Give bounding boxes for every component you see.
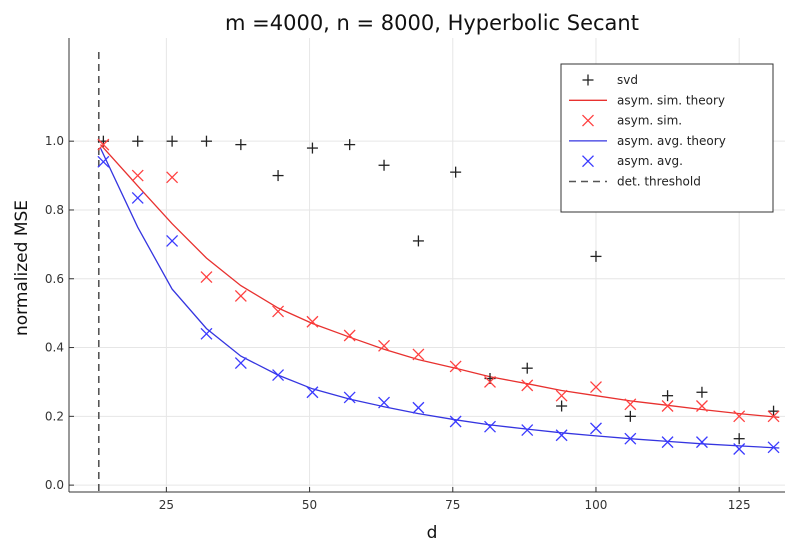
point-asym-sim-2 — [166, 171, 179, 184]
point-svd-8 — [378, 159, 390, 171]
point-asym-avg-16 — [661, 436, 674, 449]
chart-title: m =4000, n = 8000, Hyperbolic Secant — [225, 11, 639, 35]
point-svd-19 — [768, 405, 780, 417]
y-axis-title: normalized MSE — [12, 200, 32, 336]
x-tick-label-4: 125 — [728, 498, 751, 512]
point-asym-sim-13 — [555, 389, 568, 402]
point-svd-2 — [166, 135, 178, 147]
point-asym-sim-9 — [412, 348, 425, 361]
series-asym-sim — [97, 138, 780, 423]
point-svd-1 — [132, 135, 144, 147]
point-svd-12 — [521, 362, 533, 374]
point-asym-avg-10 — [449, 415, 462, 428]
x-tick-label-0: 25 — [159, 498, 174, 512]
x-tick-label-2: 75 — [445, 498, 460, 512]
y-tick-label-1: 0.2 — [45, 409, 64, 423]
point-asym-sim-8 — [378, 339, 390, 352]
point-asym-avg-15 — [624, 432, 637, 445]
point-asym-avg-17 — [695, 436, 708, 449]
x-axis-title: d — [427, 523, 438, 543]
point-asym-sim-11 — [484, 375, 496, 388]
legend-label-asym-avg: asym. avg. — [617, 154, 683, 168]
legend-label-asym-sim: asym. sim. — [617, 114, 682, 128]
point-asym-avg-11 — [484, 420, 496, 433]
point-svd-13 — [556, 400, 568, 412]
y-tick-label-5: 1.0 — [45, 134, 64, 148]
y-tick-label-3: 0.6 — [45, 272, 64, 286]
point-asym-sim-1 — [131, 169, 144, 182]
axes: 25 50 75 100 125 0.0 0.2 0.4 0.6 0.8 1.0 — [45, 38, 785, 512]
legend: svd asym. sim. theory asym. sim. asym. avg.… — [560, 63, 774, 213]
point-asym-avg-4 — [234, 357, 247, 369]
legend-label-svd: svd — [617, 73, 638, 87]
point-asym-sim-18 — [733, 410, 746, 423]
x-tick-label-3: 100 — [585, 498, 608, 512]
point-asym-sim-15 — [624, 398, 637, 411]
point-svd-16 — [662, 390, 674, 402]
y-tick-label-0: 0.0 — [45, 478, 64, 492]
y-tick-label-2: 0.4 — [45, 341, 64, 355]
legend-label-asym-avg-theory: asym. avg. theory — [617, 134, 726, 148]
point-asym-avg-3 — [200, 327, 213, 340]
legend-swatch-asym-sim — [582, 114, 594, 127]
point-asym-sim-6 — [306, 315, 319, 328]
point-asym-sim-19 — [767, 410, 780, 423]
point-svd-5 — [272, 170, 284, 182]
point-asym-avg-14 — [590, 422, 602, 435]
point-asym-avg-1 — [131, 191, 144, 204]
legend-label-det-threshold: det. threshold — [617, 175, 701, 189]
point-asym-sim-17 — [695, 400, 708, 412]
point-asym-sim-10 — [449, 360, 462, 373]
point-asym-sim-12 — [521, 379, 534, 392]
point-svd-18 — [733, 433, 745, 445]
point-asym-avg-12 — [521, 424, 534, 437]
series-asym-avg-theory — [99, 147, 780, 449]
point-asym-avg-5 — [272, 369, 285, 382]
point-asym-avg-18 — [733, 443, 746, 455]
point-asym-avg-6 — [306, 386, 319, 399]
point-svd-10 — [450, 166, 462, 178]
point-asym-sim-14 — [590, 381, 602, 394]
point-svd-14 — [590, 250, 602, 262]
point-asym-avg-13 — [555, 429, 568, 442]
point-asym-sim-3 — [200, 271, 213, 283]
series-asym-avg — [97, 155, 780, 455]
point-asym-avg-7 — [343, 391, 356, 404]
x-tick-label-1: 50 — [302, 498, 317, 512]
point-svd-15 — [624, 410, 636, 422]
point-svd-17 — [696, 386, 708, 398]
point-asym-avg-19 — [767, 441, 780, 454]
legend-label-asym-sim-theory: asym. sim. theory — [617, 93, 725, 107]
legend-box — [560, 63, 774, 213]
point-svd-6 — [306, 142, 318, 154]
point-asym-sim-16 — [661, 400, 674, 412]
legend-swatch-svd — [582, 74, 594, 86]
plot-series — [97, 52, 780, 492]
point-asym-sim-0 — [97, 138, 110, 151]
series-asym-sim-theory — [100, 144, 780, 419]
point-svd-4 — [235, 139, 247, 151]
point-asym-avg-9 — [412, 401, 425, 414]
point-svd-3 — [200, 135, 212, 147]
point-asym-avg-8 — [378, 396, 390, 409]
point-asym-avg-0 — [97, 155, 110, 168]
y-tick-label-4: 0.8 — [45, 203, 64, 217]
point-svd-9 — [412, 235, 424, 247]
point-asym-sim-7 — [343, 329, 356, 342]
point-asym-avg-2 — [166, 234, 179, 247]
point-asym-sim-5 — [272, 305, 285, 318]
point-svd-7 — [344, 139, 356, 151]
legend-swatch-asym-avg — [582, 155, 594, 168]
point-asym-sim-4 — [234, 289, 247, 302]
